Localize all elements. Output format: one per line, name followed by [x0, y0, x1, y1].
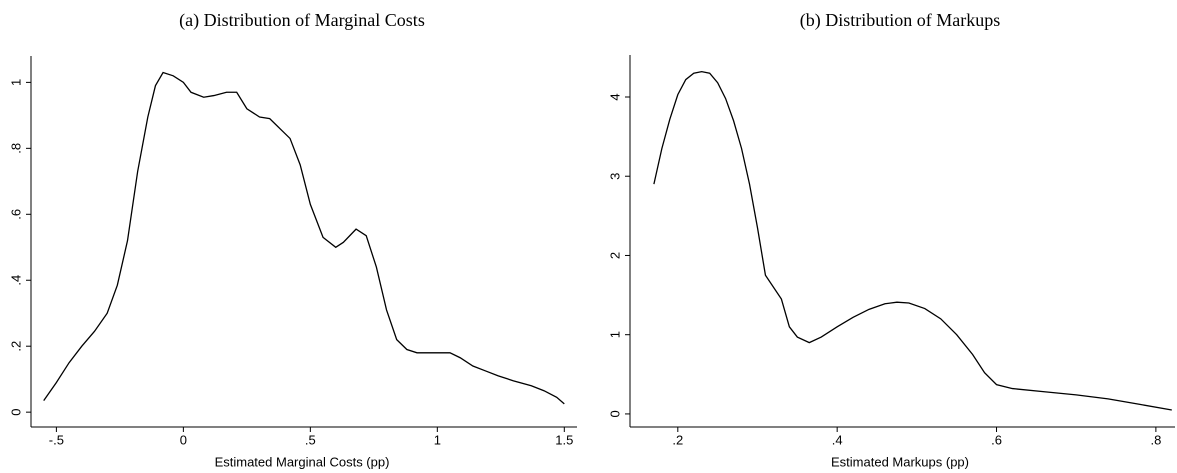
- density-line: [653, 70, 1172, 411]
- x-tick-label: 1: [434, 432, 441, 447]
- density-line: [43, 71, 565, 405]
- y-tick-label: .6: [8, 209, 23, 220]
- x-tick-label: .4: [832, 432, 843, 447]
- x-tick-label: .5: [305, 432, 316, 447]
- y-tick-label: 0: [607, 410, 622, 417]
- x-axis-label: Estimated Markups (pp): [831, 454, 969, 469]
- y-tick-label: 2: [607, 252, 622, 259]
- y-tick-label: 0: [8, 409, 23, 416]
- y-tick-label: 1: [8, 79, 23, 86]
- y-tick-label: 1: [607, 331, 622, 338]
- x-tick-label: 0: [180, 432, 187, 447]
- x-tick-label: .8: [1150, 432, 1161, 447]
- y-tick-label: .2: [8, 341, 23, 352]
- y-tick-label: 4: [607, 93, 622, 100]
- y-tick-label: .8: [8, 143, 23, 154]
- chart-title: (b) Distribution of Markups: [800, 10, 1000, 31]
- x-tick-label: 1.5: [555, 432, 573, 447]
- x-tick-label: .6: [991, 432, 1002, 447]
- x-tick-label: -.5: [49, 432, 64, 447]
- y-tick-label: 3: [607, 173, 622, 180]
- chart-title: (a) Distribution of Marginal Costs: [179, 10, 425, 31]
- x-tick-label: .2: [672, 432, 683, 447]
- y-tick-label: .4: [8, 275, 23, 286]
- x-axis-label: Estimated Marginal Costs (pp): [215, 454, 390, 469]
